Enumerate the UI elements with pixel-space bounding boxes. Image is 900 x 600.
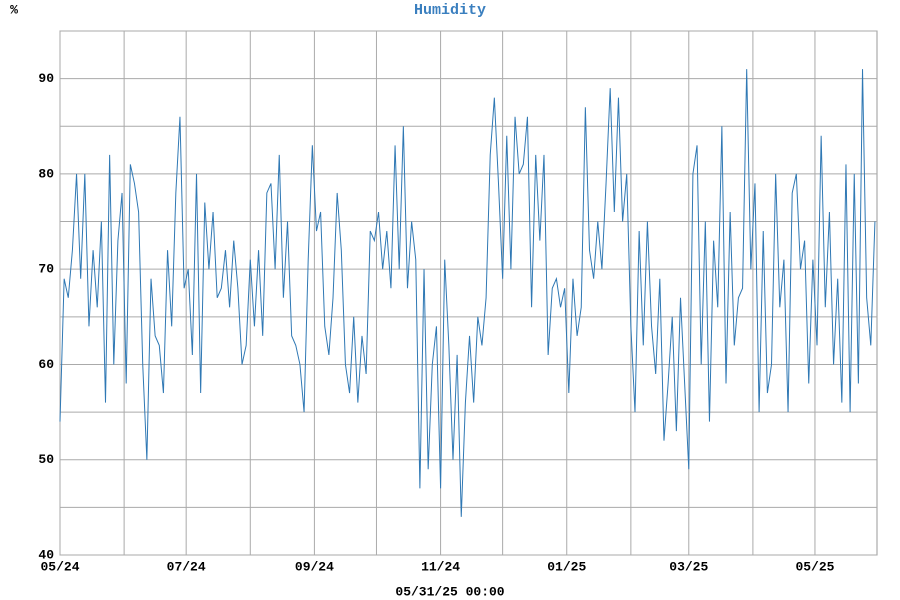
y-tick-label: 70 <box>38 262 54 277</box>
x-axis-label: 05/31/25 00:00 <box>395 584 504 599</box>
y-tick-label: 80 <box>38 166 54 181</box>
plot-area <box>59 30 878 556</box>
x-tick-label: 05/25 <box>795 559 834 574</box>
y-tick-label: 40 <box>38 547 54 562</box>
data-line <box>59 69 876 517</box>
x-tick-label: 09/24 <box>295 559 334 574</box>
y-tick-label: 60 <box>38 357 54 372</box>
x-tick-label: 05/24 <box>40 559 79 574</box>
x-tick-label: 03/25 <box>669 559 708 574</box>
x-tick-label: 11/24 <box>421 559 460 574</box>
x-tick-label: 01/25 <box>547 559 586 574</box>
y-tick-label: 50 <box>38 452 54 467</box>
y-axis-label: % <box>10 2 18 17</box>
x-tick-label: 07/24 <box>167 559 206 574</box>
chart-title: Humidity <box>414 2 486 19</box>
y-tick-label: 90 <box>38 71 54 86</box>
